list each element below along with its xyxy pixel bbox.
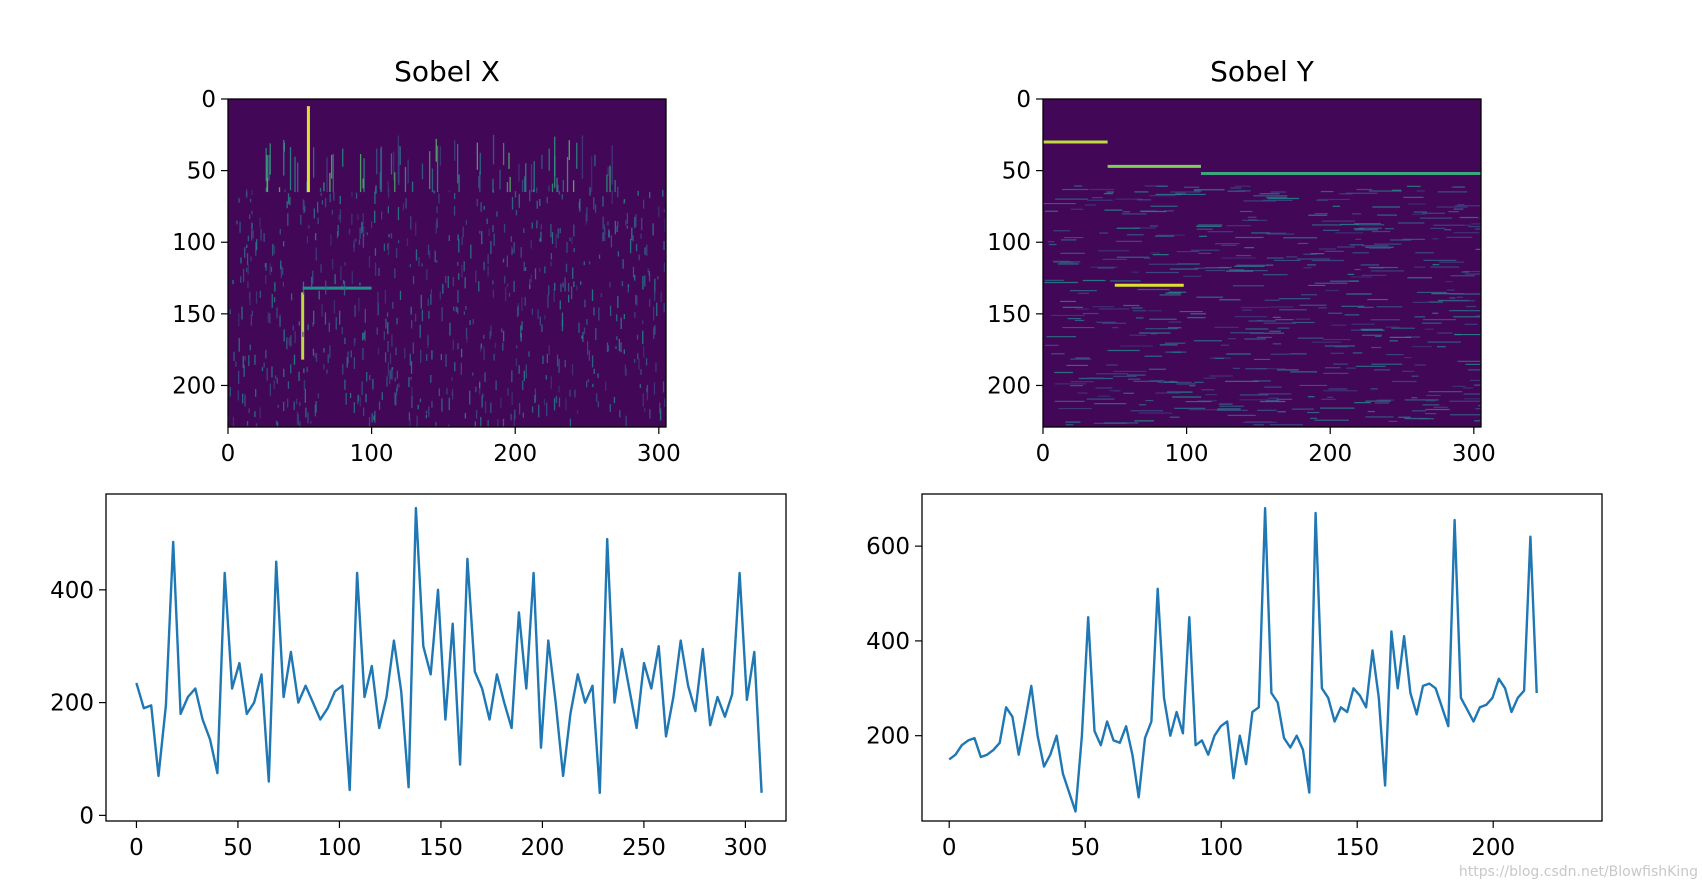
sobel-x-profile-line-panel: 0 50 100 150 200 250 300 0 200 400 <box>50 493 787 861</box>
chart-title: Sobel Y <box>1210 55 1315 88</box>
x-tick-label: 200 <box>1308 441 1352 467</box>
sobel-y-profile-line-panel: 0 50 100 150 200 200 400 600 <box>866 493 1603 861</box>
x-tick-label: 300 <box>1452 441 1496 467</box>
sobel-y-heatmap-panel: 0 100 200 300 0 50 100 150 200 Sobel Y <box>987 55 1496 467</box>
x-tick-label: 0 <box>129 835 144 861</box>
y-tick-label: 100 <box>987 230 1031 256</box>
x-tick-label: 200 <box>520 835 564 861</box>
y-tick-label: 0 <box>201 87 216 113</box>
x-tick-label: 100 <box>1199 835 1243 861</box>
axes-frame <box>227 98 667 428</box>
axes-frame <box>105 493 787 822</box>
y-tick-label: 150 <box>172 302 216 328</box>
y-tick-label: 100 <box>172 230 216 256</box>
x-tick-label: 300 <box>637 441 681 467</box>
axes-frame <box>921 493 1603 822</box>
x-tick-label: 150 <box>1335 835 1379 861</box>
y-tick-label: 150 <box>987 302 1031 328</box>
x-tick-label: 0 <box>942 835 957 861</box>
x-tick-label: 0 <box>1036 441 1051 467</box>
x-tick-label: 50 <box>223 835 252 861</box>
y-tick-label: 200 <box>866 724 910 750</box>
x-tick-label: 150 <box>419 835 463 861</box>
sobel-x-heatmap-panel: 0 100 200 300 0 50 100 150 200 Sobel X <box>172 55 681 467</box>
y-tick-label: 200 <box>172 373 216 399</box>
x-tick-label: 250 <box>622 835 666 861</box>
x-tick-label: 300 <box>723 835 767 861</box>
x-tick-label: 50 <box>1071 835 1100 861</box>
y-tick-label: 0 <box>1016 87 1031 113</box>
heatmap-background <box>1043 99 1481 427</box>
y-tick-label: 400 <box>50 578 94 604</box>
y-tick-label: 50 <box>1002 159 1031 185</box>
y-tick-label: 50 <box>187 159 216 185</box>
y-tick-label: 400 <box>866 629 910 655</box>
y-tick-label: 0 <box>79 803 94 829</box>
series-line <box>948 507 1538 813</box>
x-tick-label: 0 <box>221 441 236 467</box>
series-line <box>135 506 763 794</box>
y-tick-label: 200 <box>50 691 94 717</box>
x-tick-label: 100 <box>317 835 361 861</box>
heatmap-background <box>228 99 666 427</box>
y-tick-label: 200 <box>987 373 1031 399</box>
x-tick-label: 100 <box>350 441 394 467</box>
axes-frame <box>1042 98 1482 428</box>
y-tick-label: 600 <box>866 534 910 560</box>
watermark: https://blog.csdn.net/BlowfishKing <box>1458 864 1698 880</box>
chart-title: Sobel X <box>394 55 500 88</box>
x-tick-label: 200 <box>493 441 537 467</box>
x-tick-label: 200 <box>1471 835 1515 861</box>
x-tick-label: 100 <box>1165 441 1209 467</box>
